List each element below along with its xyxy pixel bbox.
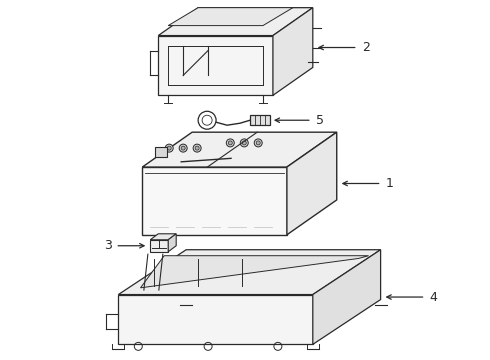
Polygon shape [119,294,313,345]
Text: 3: 3 [104,239,112,252]
Polygon shape [250,115,270,125]
Polygon shape [142,167,287,235]
Text: 2: 2 [362,41,369,54]
Text: 5: 5 [316,114,324,127]
Polygon shape [150,234,176,240]
Circle shape [226,139,234,147]
Circle shape [167,146,171,150]
Polygon shape [142,132,337,167]
Circle shape [179,144,187,152]
Polygon shape [168,8,293,26]
Polygon shape [273,8,313,95]
Polygon shape [155,147,167,157]
Text: 1: 1 [386,177,393,190]
Circle shape [165,144,173,152]
Circle shape [195,146,199,150]
Polygon shape [119,250,381,294]
Circle shape [181,146,185,150]
Polygon shape [158,36,273,95]
Polygon shape [168,234,176,252]
Circle shape [256,141,260,145]
Text: 4: 4 [429,291,438,303]
Circle shape [240,139,248,147]
Polygon shape [158,8,313,36]
Circle shape [193,144,201,152]
Circle shape [228,141,232,145]
Circle shape [254,139,262,147]
Polygon shape [287,132,337,235]
Circle shape [242,141,246,145]
Polygon shape [150,240,168,252]
Polygon shape [313,250,381,345]
Polygon shape [141,256,368,288]
